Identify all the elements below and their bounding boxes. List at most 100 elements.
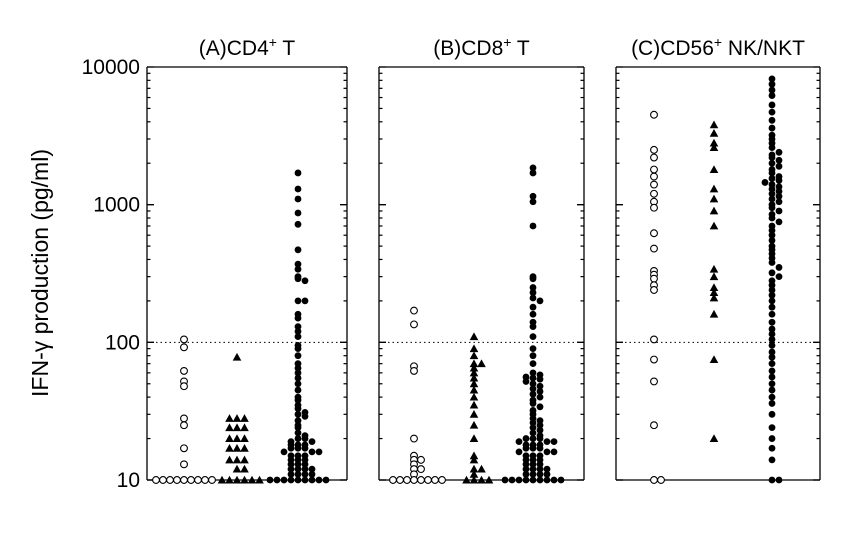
- data-point-filled-triangle: [469, 451, 479, 460]
- data-point-open-circle: [417, 476, 425, 484]
- data-point-filled-circle: [301, 460, 309, 468]
- y-tick-label: 10: [117, 469, 140, 492]
- data-point-filled-circle: [294, 374, 302, 382]
- data-point-filled-triangle: [469, 455, 479, 464]
- data-point-filled-circle: [294, 185, 302, 193]
- data-point-filled-triangle: [709, 309, 719, 318]
- data-point-filled-circle: [768, 237, 776, 244]
- series-filled-triangle: [217, 352, 264, 484]
- data-point-open-circle: [180, 335, 188, 344]
- data-point-filled-circle: [768, 424, 776, 432]
- data-point-filled-circle: [768, 175, 776, 182]
- data-point-filled-triangle: [225, 455, 234, 464]
- data-point-filled-circle: [536, 435, 544, 442]
- data-point-filled-circle: [308, 448, 316, 456]
- series-open-circle: [650, 110, 665, 484]
- data-point-open-circle: [410, 306, 418, 315]
- data-point-filled-circle: [515, 476, 523, 484]
- data-point-filled-circle: [768, 231, 776, 239]
- data-point-filled-circle: [287, 470, 295, 478]
- panel-title: (C)CD56+ NK/NKT: [631, 34, 805, 60]
- data-point-filled-circle: [768, 269, 776, 277]
- data-point-filled-triangle: [469, 464, 479, 473]
- data-point-filled-circle: [529, 345, 537, 353]
- data-point-open-circle: [410, 476, 418, 484]
- data-point-filled-circle: [287, 465, 295, 473]
- data-point-filled-circle: [308, 438, 316, 446]
- data-point-open-circle: [152, 476, 160, 484]
- data-point-filled-circle: [768, 286, 776, 294]
- data-point-filled-circle: [768, 116, 776, 124]
- data-point-filled-triangle: [255, 475, 264, 484]
- data-point-filled-triangle: [232, 464, 242, 473]
- data-point-filled-triangle: [232, 423, 242, 432]
- data-point-filled-triangle: [240, 464, 249, 473]
- data-point-filled-circle: [536, 393, 544, 401]
- data-point-filled-circle: [543, 465, 551, 473]
- data-point-filled-circle: [529, 470, 537, 478]
- data-point-open-circle: [208, 476, 216, 484]
- data-point-filled-circle: [768, 386, 776, 394]
- data-point-filled-triangle: [709, 264, 719, 273]
- y-axis-title-group: IFN-γ production (pg/ml): [27, 149, 53, 397]
- data-point-filled-circle: [529, 284, 537, 291]
- data-point-filled-circle: [775, 264, 783, 271]
- data-point-filled-triangle: [469, 359, 479, 368]
- data-point-open-circle: [180, 476, 188, 484]
- data-point-filled-circle: [308, 470, 316, 478]
- series-open-circle: [389, 306, 446, 484]
- data-point-filled-triangle: [477, 464, 486, 473]
- data-point-filled-triangle: [469, 434, 479, 442]
- data-point-filled-circle: [529, 303, 537, 311]
- data-point-filled-circle: [529, 444, 537, 452]
- data-point-filled-circle: [768, 108, 776, 116]
- data-point-filled-triangle: [469, 420, 479, 429]
- data-point-filled-triangle: [469, 344, 479, 353]
- data-point-filled-circle: [294, 465, 302, 473]
- data-point-filled-circle: [536, 460, 544, 468]
- data-point-filled-circle: [536, 444, 544, 452]
- data-point-filled-circle: [768, 144, 776, 151]
- data-point-filled-circle: [294, 476, 302, 484]
- panel-3: (C)CD56+ NK/NKT: [615, 34, 821, 484]
- data-point-filled-circle: [529, 333, 537, 341]
- data-point-open-circle: [389, 476, 397, 484]
- data-point-open-circle: [657, 476, 665, 484]
- data-point-filled-circle: [775, 177, 783, 184]
- data-point-filled-triangle: [469, 368, 479, 377]
- data-point-filled-circle: [315, 448, 323, 456]
- data-point-filled-circle: [529, 360, 537, 368]
- data-point-open-circle: [410, 434, 418, 443]
- data-point-filled-triangle: [469, 351, 479, 360]
- data-point-filled-circle: [301, 465, 309, 473]
- data-point-filled-circle: [768, 367, 776, 375]
- data-point-filled-circle: [522, 465, 530, 473]
- data-point-filled-circle: [294, 169, 302, 177]
- data-point-filled-triangle: [469, 385, 479, 394]
- data-point-filled-circle: [768, 360, 776, 368]
- panel-1: (A)CD4+ T: [146, 34, 348, 484]
- data-point-filled-circle: [322, 476, 330, 484]
- y-tick-label: 1000: [93, 194, 140, 217]
- data-point-filled-circle: [536, 382, 544, 390]
- data-point-filled-triangle: [469, 363, 479, 372]
- data-point-filled-circle: [550, 476, 558, 484]
- data-point-filled-circle: [768, 291, 776, 299]
- data-point-filled-circle: [308, 465, 316, 473]
- data-point-filled-triangle: [225, 423, 234, 432]
- data-point-filled-circle: [529, 385, 537, 393]
- data-point-open-circle: [650, 335, 658, 344]
- data-point-filled-circle: [775, 148, 783, 156]
- data-point-filled-circle: [768, 75, 776, 83]
- data-point-filled-triangle: [225, 443, 234, 452]
- data-point-filled-circle: [768, 348, 776, 356]
- data-point-filled-circle: [301, 277, 309, 285]
- series-filled-circle: [761, 75, 783, 484]
- data-point-filled-circle: [515, 438, 523, 446]
- data-point-filled-circle: [294, 297, 302, 305]
- data-point-filled-circle: [501, 476, 509, 484]
- y-tick-label: 100: [105, 331, 140, 354]
- data-point-filled-triangle: [709, 143, 719, 151]
- data-point-filled-triangle: [709, 184, 719, 193]
- data-point-filled-circle: [775, 162, 783, 170]
